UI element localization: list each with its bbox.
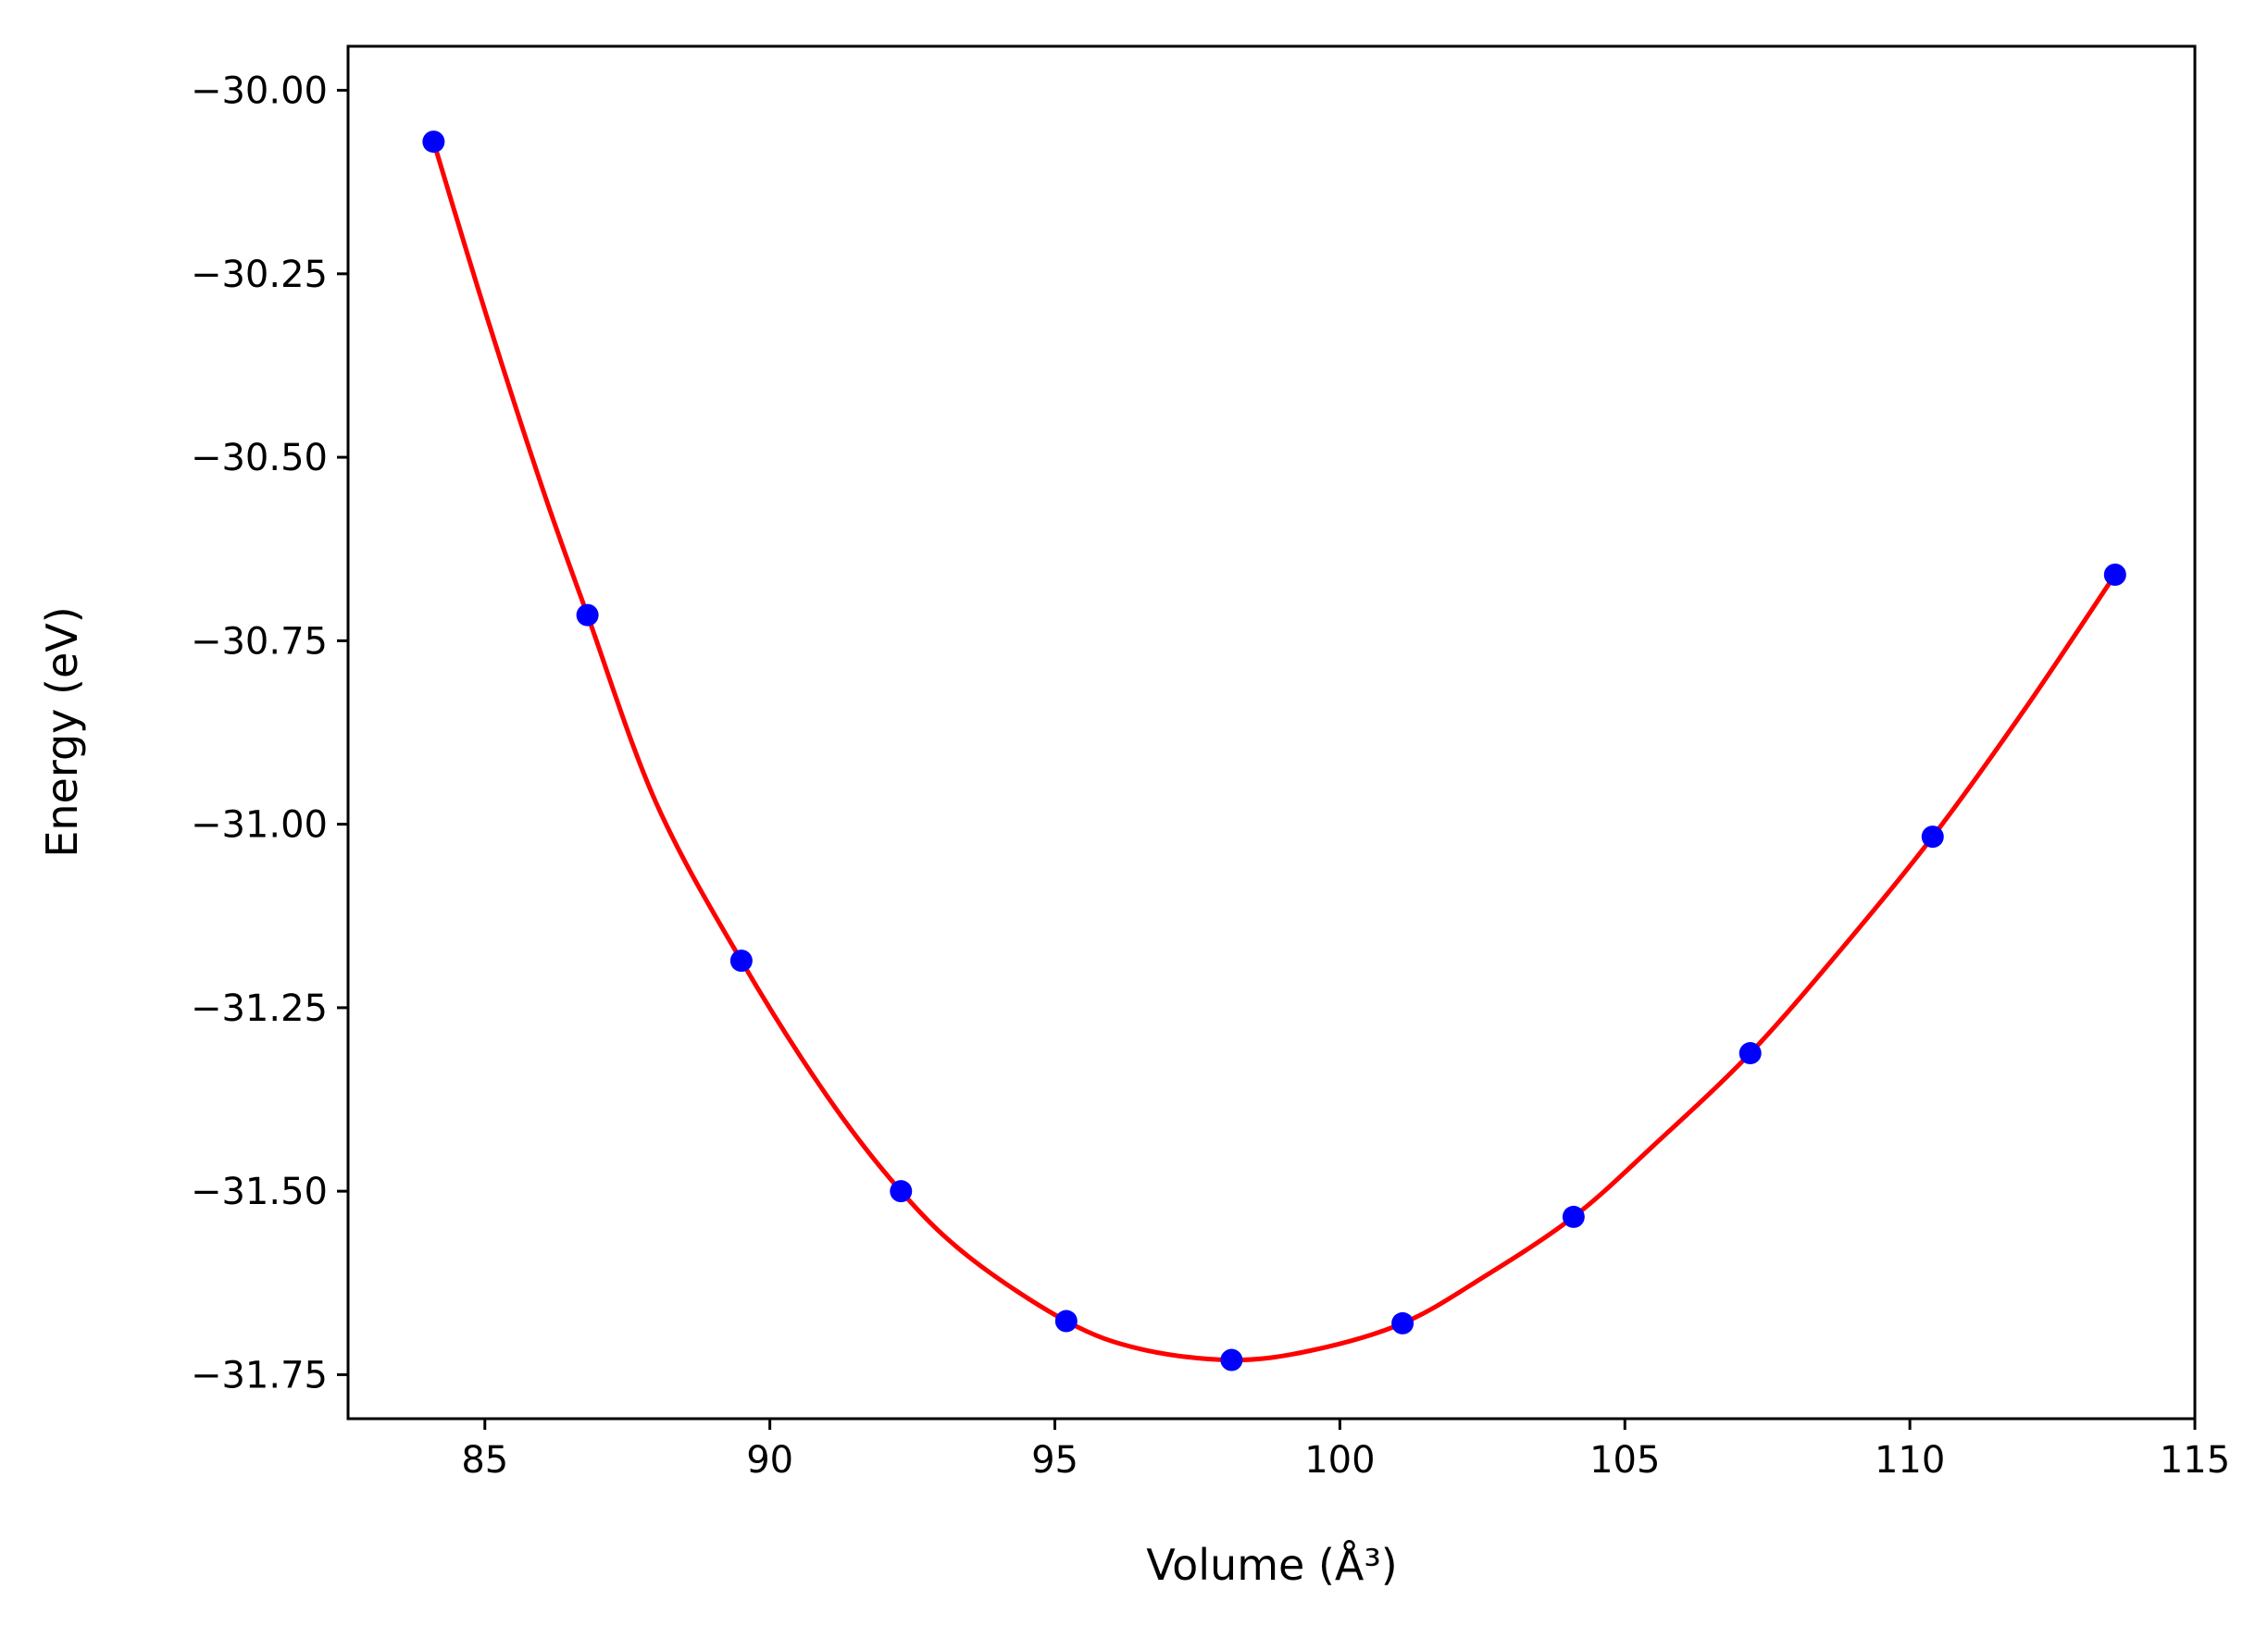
data-point: [2103, 563, 2126, 586]
y-axis-tick-labels: −30.00 −30.25 −30.50 −30.75 −31.00 −31.25 −31.…: [191, 70, 328, 1397]
data-point: [576, 603, 599, 627]
x-tick-label: 85: [461, 1439, 508, 1482]
x-axis-ticks: [483, 1419, 2197, 1430]
data-point: [1220, 1348, 1243, 1372]
data-point: [1054, 1309, 1078, 1333]
x-tick-label: 95: [1031, 1439, 1078, 1482]
y-axis-label: Energy (eV): [37, 606, 87, 857]
plot-series: [422, 130, 2126, 1372]
plot-frame: [346, 44, 2197, 1421]
x-axis-label: Volume (Å³): [1146, 1540, 1398, 1590]
y-tick-label: −31.50: [191, 1171, 328, 1213]
x-tick-label: 110: [1875, 1439, 1945, 1482]
y-tick-label: −30.25: [191, 254, 328, 296]
y-tick-label: −31.25: [191, 987, 328, 1030]
data-point: [1391, 1311, 1414, 1334]
y-tick-label: −31.75: [191, 1354, 328, 1396]
data-point: [1562, 1205, 1585, 1228]
data-point: [890, 1180, 913, 1203]
y-tick-label: −30.75: [191, 620, 328, 663]
y-axis-ticks: [337, 89, 348, 1376]
x-axis-tick-labels: 85 90 95 100 105 110 115: [461, 1439, 2230, 1482]
x-tick-label: 90: [746, 1439, 793, 1482]
x-tick-label: 115: [2160, 1439, 2230, 1482]
data-point: [729, 950, 753, 973]
x-tick-label: 105: [1589, 1439, 1660, 1482]
data-point: [1738, 1042, 1762, 1065]
data-point: [1921, 825, 1944, 849]
data-point: [422, 130, 445, 154]
y-tick-label: −31.00: [191, 804, 328, 847]
fit-curve-line: [430, 141, 2117, 1363]
x-tick-label: 100: [1304, 1439, 1375, 1482]
y-tick-label: −30.50: [191, 437, 328, 479]
y-tick-label: −30.00: [191, 70, 328, 113]
